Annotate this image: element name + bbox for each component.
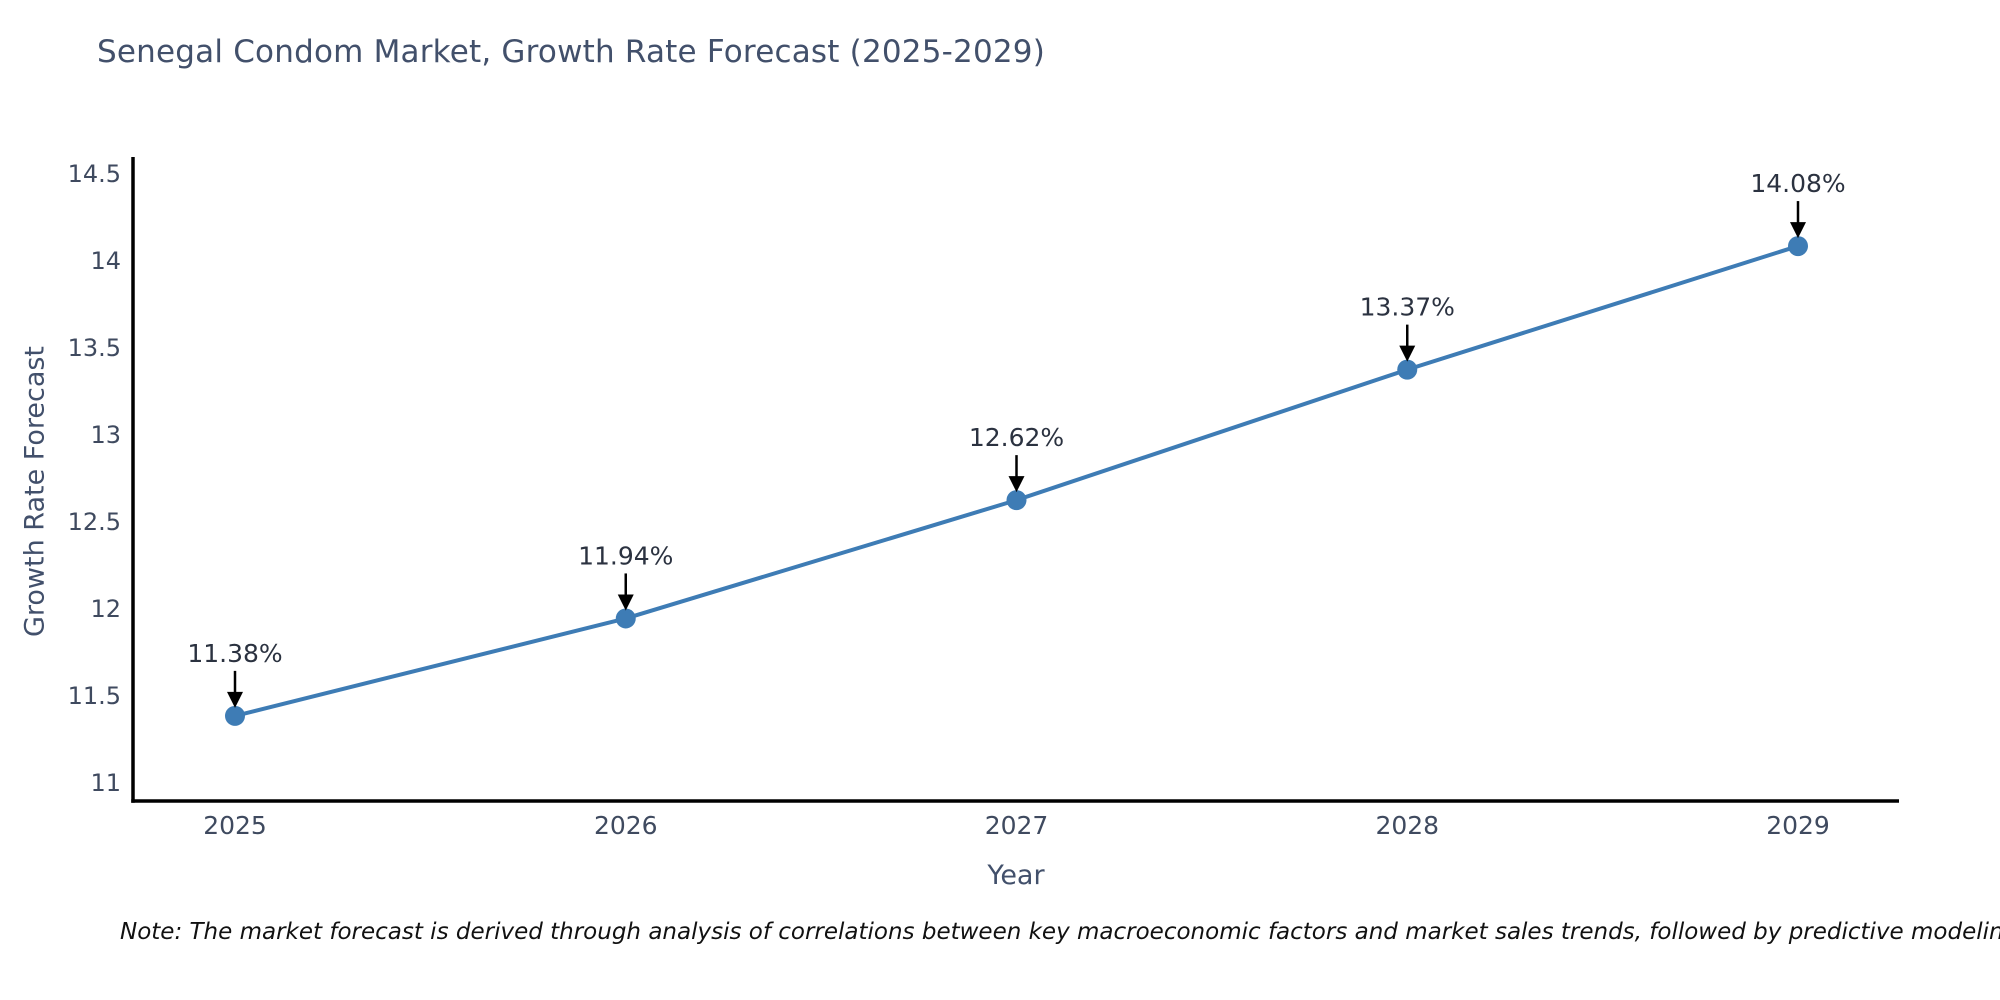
y-tick-label: 11 <box>90 769 121 797</box>
x-tick-label: 2026 <box>594 811 658 840</box>
data-point-2026[interactable] <box>615 608 636 629</box>
chart-title: Senegal Condom Market, Growth Rate Forec… <box>97 34 1046 70</box>
annotation-label: 11.94% <box>578 541 673 570</box>
x-tick-label: 2025 <box>203 811 267 840</box>
x-axis-title: Year <box>987 860 1045 891</box>
footnote-text: Note: The market forecast is derived thr… <box>120 919 2000 945</box>
y-tick-label: 12.5 <box>68 508 121 536</box>
data-point-2027[interactable] <box>1006 490 1027 511</box>
y-tick-label: 13.5 <box>68 334 121 362</box>
annotation-label: 13.37% <box>1360 293 1455 322</box>
data-point-2025[interactable] <box>225 705 245 726</box>
y-tick-label: 14.5 <box>68 160 121 188</box>
annotation-arrowhead-icon <box>1790 222 1806 239</box>
x-tick-label: 2029 <box>1766 811 1830 840</box>
annotation-arrowhead-icon <box>617 594 634 611</box>
y-tick-label: 14 <box>90 247 121 275</box>
annotation-arrowhead-icon <box>1008 476 1025 493</box>
annotation-label: 12.62% <box>969 423 1064 452</box>
annotation-arrowhead-icon <box>227 691 243 708</box>
data-point-2029[interactable] <box>1788 236 1808 257</box>
annotation-label: 14.08% <box>1750 169 1845 198</box>
y-tick-label: 11.5 <box>68 682 121 710</box>
y-tick-label: 13 <box>90 421 121 449</box>
x-tick-label: 2027 <box>985 811 1049 840</box>
x-tick-label: 2028 <box>1375 811 1439 840</box>
data-point-2028[interactable] <box>1397 359 1418 380</box>
annotation-arrowhead-icon <box>1399 345 1416 362</box>
annotation-label: 11.38% <box>187 639 282 668</box>
y-tick-label: 12 <box>90 595 121 623</box>
y-axis-title: Growth Rate Forecast <box>19 345 51 638</box>
